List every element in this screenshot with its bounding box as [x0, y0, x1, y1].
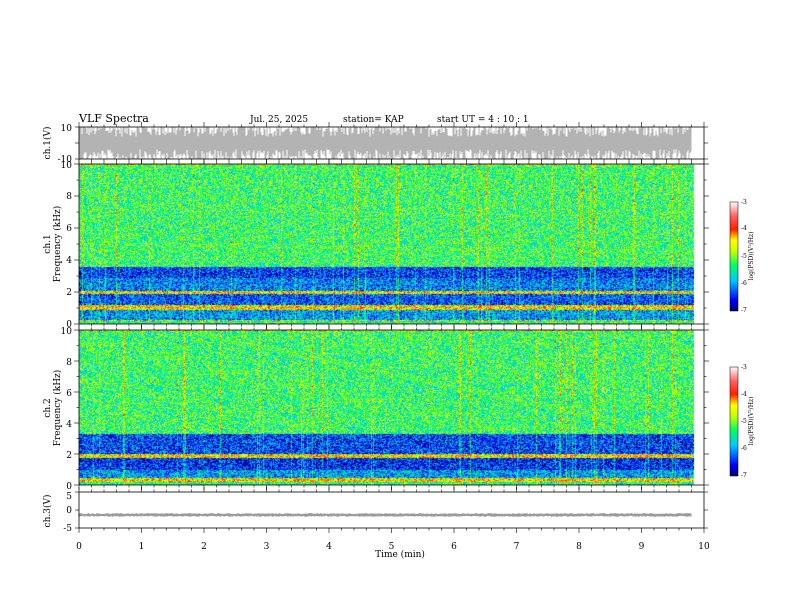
cb2-tick-m5: -5: [741, 418, 747, 425]
xtick-8: 8: [576, 542, 582, 552]
ch1-spectrogram-panel: 0 2 4 6 8 10 ch.1 Frequency (kHz): [43, 161, 705, 330]
ch1-ytick-2: 2: [66, 288, 72, 298]
cb2-tick-m6: -6: [741, 445, 747, 452]
ch1-ytick-top: 10: [61, 124, 73, 134]
xtick-4: 4: [326, 542, 332, 552]
ch1-waveform-panel: 10 -10 ch.1(V): [42, 124, 705, 165]
station-label: station= KAP: [343, 115, 404, 125]
xtick-5: 5: [389, 542, 395, 552]
ch2-ytick-0: 0: [66, 482, 72, 492]
xtick-3: 3: [264, 542, 270, 552]
ch1-spectrogram-ylabel-line1: ch.1: [43, 234, 53, 253]
ch2-colorbar: -3 -4 -5 -6 -7 log(PSD)(V²/Hz): [729, 364, 755, 479]
xtick-1: 1: [139, 542, 145, 552]
ch1-ytick-bottom: -10: [58, 155, 73, 165]
ch3-ytick-mid: 0: [66, 506, 72, 516]
cb1-tick-m7: -7: [741, 307, 747, 314]
ch2-colorbar-gradient: [729, 366, 739, 477]
ch3-waveform-ylabel: ch.3(V): [42, 495, 53, 528]
ch2-spectrogram-ylabel-line2: Frequency (kHz): [52, 370, 63, 447]
cb1-tick-m4: -4: [741, 225, 747, 232]
ch3-ytick-top: 5: [66, 492, 72, 502]
ch3-waveform-frame: [78, 491, 705, 529]
ch1-waveform-frame: [78, 126, 705, 160]
xtick-9: 9: [639, 542, 645, 552]
ch2-spectrogram-panel: 0 2 4 6 8 10 ch.2 Frequency (kHz): [43, 327, 705, 492]
ch1-waveform-trace: [78, 127, 692, 159]
ch1-colorbar-gradient: [729, 201, 739, 312]
cb1-label: log(PSD)(V²/Hz): [748, 232, 755, 281]
ch3-waveform-trace: [78, 513, 692, 517]
cb1-tick-m3: -3: [741, 199, 747, 206]
cb1-tick-m5: -5: [741, 253, 747, 260]
xtick-10: 10: [698, 542, 710, 552]
xtick-7: 7: [514, 542, 520, 552]
ch1-ytick-8: 8: [66, 192, 72, 202]
ch1-spectrogram-ylabel-line2: Frequency (kHz): [52, 206, 63, 283]
ch1-spectrogram-image: [79, 164, 704, 324]
ch3-ytick-bottom: -5: [63, 524, 72, 534]
axis-tick-marks: [74, 122, 709, 533]
ch2-spectrogram-image: [79, 330, 704, 485]
ch2-ytick-4: 4: [66, 420, 72, 430]
xtick-6: 6: [451, 542, 457, 552]
start-time-label: start UT = 4 : 10 : 1: [437, 115, 529, 125]
cb2-tick-m3: -3: [741, 364, 747, 371]
cb2-label: log(PSD)(V²/Hz): [748, 397, 755, 446]
ch2-spectrogram-image-holder: [79, 330, 704, 485]
ch1-ytick-6: 6: [66, 224, 72, 234]
cb2-tick-m4: -4: [741, 391, 747, 398]
ch3-waveform-panel: 5 0 -5 ch.3(V): [42, 491, 705, 534]
x-axis-tick-labels: 0 1 2 3 4 5 6 7 8 9 10: [76, 542, 710, 552]
ch1-waveform-ylabel: ch.1(V): [42, 127, 53, 160]
xtick-0: 0: [76, 542, 82, 552]
ch1-spectrogram-image-holder: [79, 164, 704, 324]
ch2-ytick-2: 2: [66, 451, 72, 461]
xtick-2: 2: [201, 542, 207, 552]
figure-title: VLF Spectra: [78, 112, 149, 125]
ch1-ytick-10: 10: [61, 161, 73, 171]
ch2-ytick-6: 6: [66, 389, 72, 399]
date-label: Jul. 25, 2025: [249, 115, 308, 125]
cb1-tick-m6: -6: [741, 280, 747, 287]
ch1-ytick-0: 0: [66, 320, 72, 330]
cb2-tick-m7: -7: [741, 472, 747, 479]
ch2-spectrogram-ylabel-line1: ch.2: [43, 398, 53, 417]
ch1-colorbar: -3 -4 -5 -6 -7 log(PSD)(V²/Hz): [729, 199, 755, 314]
x-axis-label: Time (min): [375, 549, 425, 560]
ch1-ytick-4: 4: [66, 256, 72, 266]
ch2-ytick-8: 8: [66, 358, 72, 368]
ch2-ytick-10: 10: [61, 327, 73, 337]
